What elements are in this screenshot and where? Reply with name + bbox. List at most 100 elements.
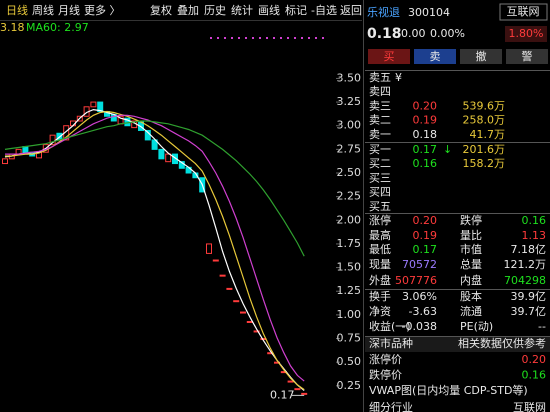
y-tick-label: 1.75: [337, 237, 362, 250]
trade-button[interactable]: [460, 49, 502, 64]
candle: [76, 115, 83, 122]
y-tick-label: 3.00: [337, 119, 362, 132]
limit-label: 涨停价: [369, 352, 402, 366]
y-tick-label: 0.75: [337, 332, 362, 345]
y-tick-label: 2.75: [337, 142, 362, 155]
book-volume: 201.6万: [463, 143, 506, 156]
stat-value: --: [538, 320, 546, 333]
toolbar-tool[interactable]: 返回: [340, 4, 362, 17]
toolbar-tool[interactable]: 画线: [258, 3, 280, 17]
book-price: 0.18: [413, 128, 438, 141]
book-note: ¥: [395, 71, 402, 84]
toolbar-tool[interactable]: 标记: [285, 3, 307, 17]
stat-value: 1.13: [522, 229, 547, 242]
candle: [240, 311, 246, 314]
stat-value: -0.038: [402, 320, 437, 333]
book-volume: 258.0万: [463, 114, 506, 127]
toolbar-tab[interactable]: 周线: [32, 3, 54, 17]
stat-value: 39.9亿: [511, 290, 547, 303]
stat-label: 换手: [369, 289, 391, 303]
candle: [287, 380, 294, 383]
price: 0.18: [367, 26, 402, 42]
limit-value: 0.20: [522, 353, 547, 366]
book-label: 买五: [369, 200, 391, 213]
stat-value: -3.63: [409, 305, 437, 318]
stock-code: 300104: [408, 6, 450, 19]
trade-button[interactable]: [414, 49, 456, 64]
stat-label: 流通: [460, 304, 482, 318]
y-tick-label: 3.25: [337, 95, 362, 108]
book-label: 买四: [369, 186, 391, 199]
candle: [165, 153, 172, 163]
stat-value: 0.16: [522, 214, 547, 227]
candle: [151, 139, 158, 150]
ma-line: [4, 120, 305, 257]
stat-label: 外盘: [369, 273, 391, 287]
y-tick-label: 3.50: [337, 71, 362, 84]
candle: [226, 287, 233, 290]
toolbar-tool[interactable]: 统计: [231, 4, 253, 17]
stat-label: 涨停: [369, 213, 391, 227]
candle: [294, 388, 301, 391]
stat-value: 39.7亿: [511, 305, 547, 318]
stat-label: 市值: [460, 242, 482, 256]
toolbar-tool[interactable]: 历史: [204, 4, 226, 17]
stat-value: 507776: [395, 274, 437, 287]
stat-label: 股本: [460, 289, 482, 303]
candle: [206, 243, 212, 254]
book-label: 买三: [369, 171, 391, 184]
sector-box: [499, 3, 548, 21]
y-tick-label: 0.50: [337, 355, 362, 368]
toolbar-tab[interactable]: 日线: [6, 3, 28, 17]
chart: 3.18 MA60: 2.97 3.50 3.25 3.00 2.75 2.50 2.25 2.…: [0, 21, 361, 401]
stat-label: 收益(一): [369, 319, 411, 333]
trade-button[interactable]: [506, 49, 548, 64]
y-tick-label: 2.50: [337, 166, 362, 179]
candle: [219, 274, 226, 277]
book-label: 买二: [369, 157, 391, 170]
toolbar-tool[interactable]: 复权: [150, 3, 172, 17]
info-title: 深市品种: [369, 336, 413, 350]
ma-line: [5, 114, 305, 382]
book-label: 卖五: [369, 71, 391, 84]
trade-button-label: 卖: [430, 50, 441, 63]
stat-label: PE(动): [460, 320, 493, 333]
stat-value: 704298: [504, 274, 546, 287]
stat-label: 净资: [369, 304, 391, 318]
trade-button[interactable]: [368, 49, 410, 64]
toolbar-tool[interactable]: -自选: [311, 4, 337, 17]
candle: [253, 330, 260, 333]
stat-label: 最低: [369, 243, 391, 256]
stat-label: 总量: [460, 257, 482, 271]
toolbar-tool[interactable]: 叠加: [177, 4, 199, 17]
book-label: 买一: [369, 143, 391, 156]
book-note: ↓: [443, 143, 452, 156]
candle: [2, 158, 8, 165]
trade-button-label: 撤: [476, 49, 487, 63]
book-price: 0.16: [413, 157, 438, 170]
y-tick-label: 1.00: [337, 308, 362, 321]
candle: [246, 320, 253, 323]
sector: 互联网: [507, 5, 540, 18]
vwap-link: VWAP图(日内均量 CDP-STD等): [369, 383, 528, 397]
stat-label: 内盘: [460, 273, 482, 287]
toolbar-tab[interactable]: 更多 〉: [84, 3, 121, 17]
stat-value: 7.18亿: [511, 243, 547, 256]
book-volume: 158.2万: [463, 157, 506, 170]
trade-button-label: 买: [384, 50, 395, 63]
stat-value: 70572: [402, 258, 437, 271]
stat-value: 0.17: [413, 243, 438, 256]
price-annotation: 0.17: [270, 388, 295, 401]
book-price: 0.19: [413, 114, 438, 127]
book-label: 卖二: [369, 114, 391, 127]
info-bar: [365, 337, 550, 352]
industry-value: 互联网: [513, 401, 546, 412]
toolbar-tab[interactable]: 月线: [58, 3, 80, 17]
book-price: 0.20: [413, 99, 438, 112]
stat-value: 121.2万: [504, 258, 547, 271]
change: 0.00: [401, 27, 426, 40]
candle: [90, 101, 97, 108]
info-note: 相关数据仅供参考: [458, 336, 546, 350]
book-price: 0.17: [413, 143, 438, 156]
